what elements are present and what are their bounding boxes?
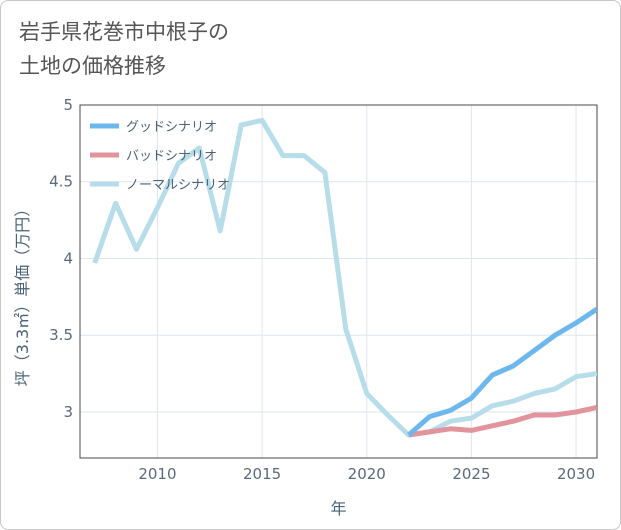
series-line-2 [92,117,597,438]
legend-item: グッドシナリオ [90,120,217,135]
series-layer [92,117,597,438]
y-axis-title: 坪（3.3㎡）単価（万円） [13,201,32,386]
x-tick-label: 2015 [243,465,281,483]
legend-item: ノーマルシナリオ [90,178,230,193]
x-axis-title: 年 [330,499,346,518]
y-tick-label: 4 [63,249,73,267]
y-axis-ticks: 3 3.5 4 4.5 5 [49,96,73,421]
y-tick-label: 4.5 [49,173,73,191]
x-tick-label: 2020 [348,465,386,483]
legend-label: グッドシナリオ [126,120,217,135]
x-tick-label: 2025 [452,465,490,483]
series-line-0 [406,307,597,437]
y-tick-label: 5 [63,96,73,114]
chart-title-line1: 岩手県花巻市中根子の [19,20,229,44]
legend-item: バッドシナリオ [90,149,217,164]
plot-area-frame [79,104,598,459]
x-axis-ticks: 2010 2015 2020 2025 2030 [138,465,595,483]
x-tick-label: 2010 [138,465,176,483]
x-tick-label: 2030 [557,465,595,483]
series-line-1 [408,404,597,438]
legend-label: ノーマルシナリオ [126,178,230,193]
y-tick-label: 3.5 [49,326,73,344]
y-tick-label: 3 [63,403,73,421]
chart-title: 岩手県花巻市中根子の 土地の価格推移 [19,15,229,83]
chart-title-line2: 土地の価格推移 [19,54,166,78]
legend-label: バッドシナリオ [126,149,217,164]
